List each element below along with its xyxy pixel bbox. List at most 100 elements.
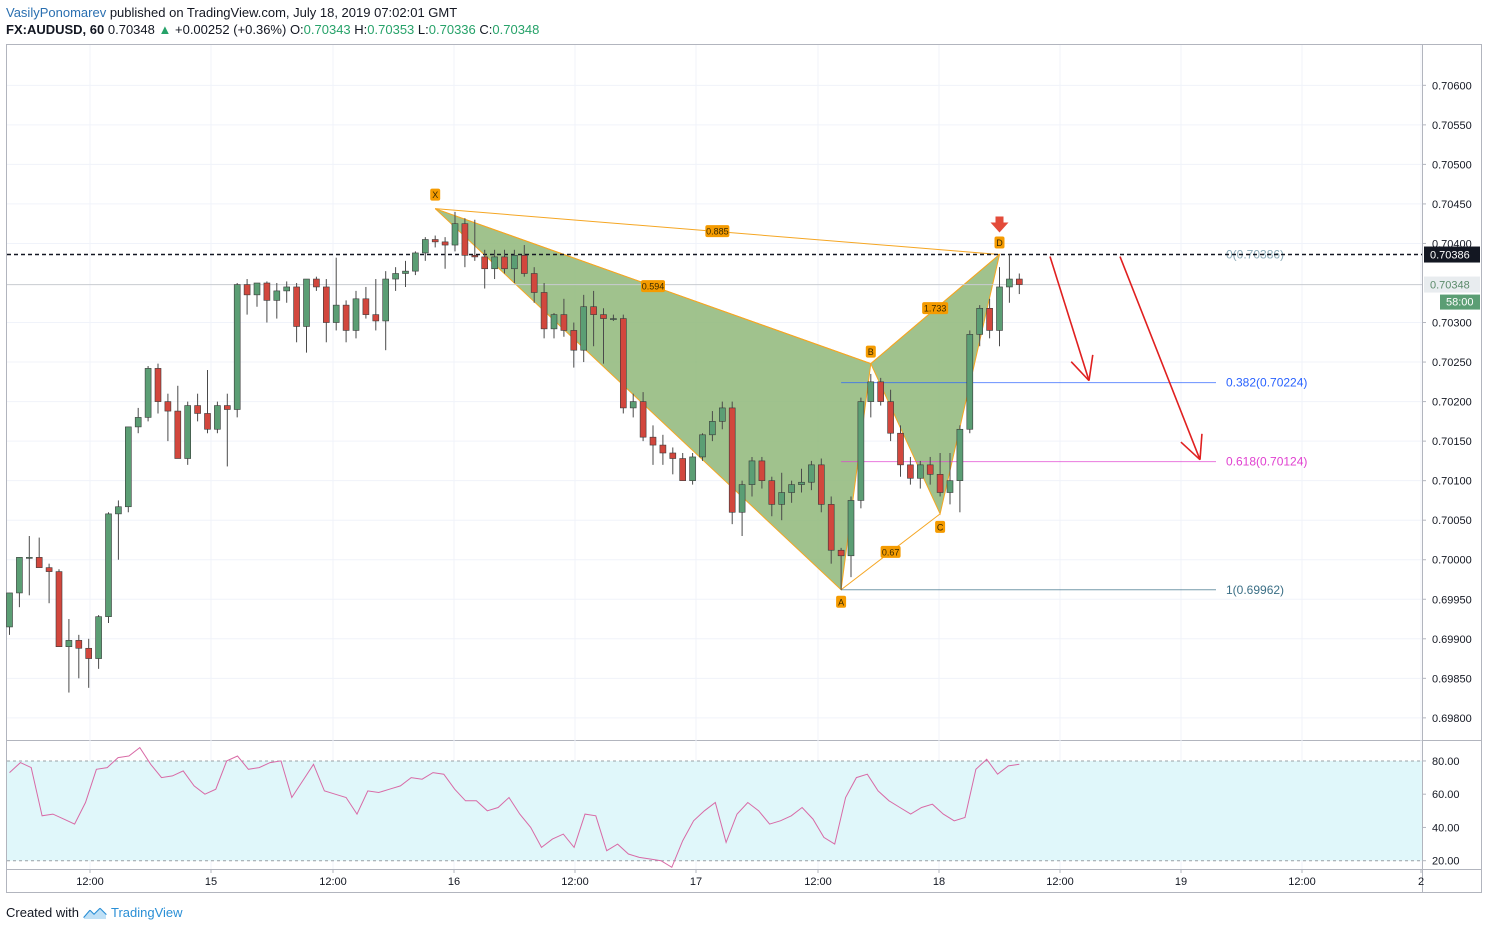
- candle-body: [659, 444, 667, 454]
- candle-body: [362, 298, 370, 315]
- created-with-text: Created with: [6, 905, 79, 920]
- pattern-point-b-bg: [865, 345, 876, 358]
- candle-body: [530, 273, 538, 293]
- time-axis[interactable]: 12:00 15 12:00 16 12:00 17 12:00 18 12:00 19 12:00…: [76, 869, 1424, 888]
- candle-body: [699, 434, 706, 458]
- candle-body: [728, 407, 736, 513]
- candle-body: [560, 314, 568, 331]
- pattern-point-a-bg: [836, 595, 847, 608]
- countdown-label: 58:00: [1446, 297, 1474, 309]
- rsi-tick-label: 20.00: [1432, 856, 1460, 868]
- candle-body: [174, 410, 182, 459]
- candle-body: [243, 284, 251, 296]
- candle-body: [709, 421, 716, 436]
- candle-body: [214, 405, 221, 430]
- candle-body: [738, 484, 746, 513]
- high-label: H:: [354, 22, 368, 37]
- projection-arrow-2-head: [1199, 433, 1203, 460]
- symbol-label[interactable]: FX:AUDUSD, 60: [6, 22, 105, 37]
- candles: [6, 211, 1023, 693]
- candle-body: [451, 223, 459, 246]
- rsi-axis[interactable]: 80.00 60.00 40.00 20.00: [1422, 756, 1460, 868]
- candle-body: [936, 474, 944, 493]
- candle-body: [481, 256, 489, 270]
- candle-body: [303, 278, 310, 327]
- candle-body: [887, 401, 894, 434]
- time-tick-label: 17: [690, 876, 702, 888]
- tradingview-brand[interactable]: TradingView: [110, 905, 183, 920]
- fib-label: 0.618(0.70124): [1226, 455, 1307, 469]
- price-tick-label: 0.70500: [1432, 159, 1472, 171]
- candle-body: [85, 647, 92, 659]
- candle-body: [639, 401, 647, 438]
- candle-body: [679, 458, 687, 481]
- candle-body: [134, 417, 142, 428]
- candle-body: [590, 306, 597, 315]
- projection-arrows[interactable]: [1049, 256, 1203, 461]
- pattern-point-c: C: [937, 522, 944, 532]
- candle-body: [916, 464, 924, 479]
- time-tick-label: 15: [205, 876, 217, 888]
- candle-body: [352, 298, 360, 331]
- rsi-tick-label: 60.00: [1432, 789, 1460, 801]
- candle-body: [322, 286, 330, 323]
- candle-body: [748, 460, 756, 485]
- candle-body: [768, 480, 776, 505]
- candle-body: [342, 304, 350, 331]
- candle-body: [293, 286, 300, 327]
- candle-body: [808, 464, 815, 483]
- time-tick-label: 2: [1418, 876, 1424, 888]
- candle-body: [649, 436, 657, 446]
- candle-body: [610, 318, 617, 320]
- author-link[interactable]: VasilyPonomarev: [6, 5, 107, 20]
- candle-body: [125, 426, 132, 508]
- candle-body: [313, 278, 320, 288]
- price-tick-label: 0.70100: [1432, 476, 1472, 488]
- candle-body: [798, 481, 805, 485]
- candle-body: [976, 307, 984, 335]
- candle-body: [253, 282, 261, 296]
- candle-body: [907, 464, 914, 479]
- candle-body: [956, 428, 964, 481]
- candle-body: [184, 405, 191, 459]
- price-change: +0.00252 (+0.36%): [175, 22, 287, 37]
- price-tick-label: 0.69850: [1432, 673, 1472, 685]
- close-value: 0.70348: [492, 22, 540, 37]
- candle-body: [421, 239, 429, 254]
- candle-body: [332, 304, 340, 323]
- candle-body: [778, 492, 786, 505]
- pattern-point-a: A: [838, 597, 844, 607]
- price-tick-label: 0.70050: [1432, 515, 1472, 527]
- price-tick-label: 0.70000: [1432, 555, 1472, 567]
- ratio-label-bg: [705, 225, 730, 238]
- candle-body: [629, 401, 637, 409]
- candle-body: [580, 306, 588, 351]
- marked-level-tag-bg: [1424, 246, 1480, 263]
- candle-body: [491, 256, 498, 270]
- candle-body: [996, 286, 1003, 331]
- time-tick-label: 12:00: [561, 876, 589, 888]
- time-tick-label: 12:00: [1046, 876, 1074, 888]
- time-tick-label: 12:00: [319, 876, 347, 888]
- candle-body: [689, 456, 696, 481]
- published-text: published on TradingView.com, July 18, 2…: [109, 5, 458, 20]
- candle-body: [164, 401, 172, 412]
- price-axis[interactable]: 0.706000.705500.705000.704500.704000.703…: [1422, 80, 1480, 725]
- candle-body: [105, 513, 112, 617]
- projection-arrow-2-head: [1180, 441, 1201, 461]
- candle-body: [946, 480, 954, 493]
- candle-body: [204, 413, 211, 430]
- candle-body: [788, 484, 795, 493]
- candle-body: [540, 292, 548, 330]
- price-tick-label: 0.70250: [1432, 357, 1472, 369]
- harmonic-pattern[interactable]: [434, 208, 1001, 591]
- candle-body: [817, 464, 825, 505]
- candle-body: [115, 506, 122, 515]
- main-pane[interactable]: [6, 44, 1482, 893]
- candle-body: [520, 255, 528, 274]
- candle-body: [501, 256, 508, 270]
- fibonacci-levels[interactable]: 0(0.70386)0.382(0.70224)0.618(0.70124)1(…: [7, 248, 1422, 597]
- open-value: 0.70343: [303, 22, 351, 37]
- candle-body: [194, 405, 201, 414]
